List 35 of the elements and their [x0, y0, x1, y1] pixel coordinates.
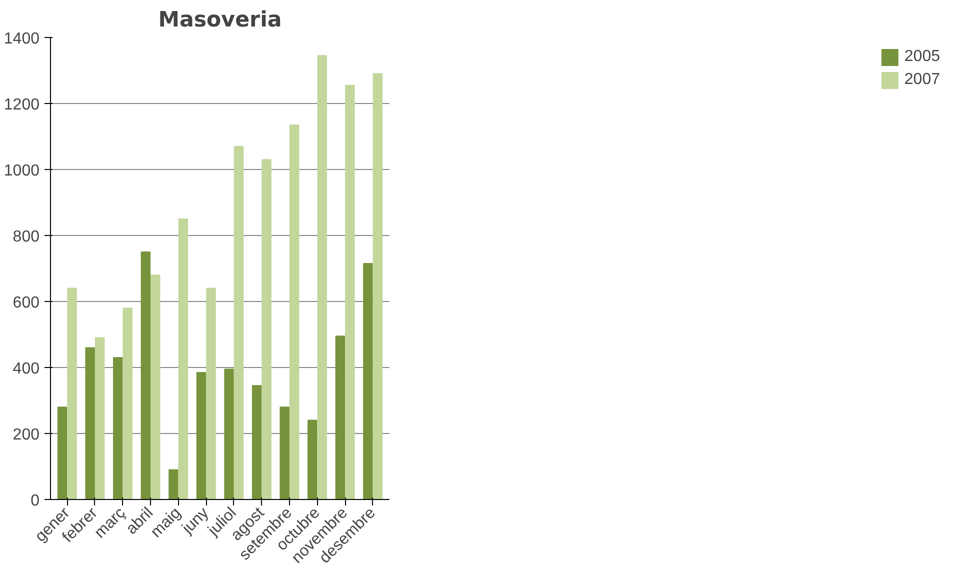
bar [196, 372, 206, 500]
bar [308, 420, 318, 500]
bar [252, 385, 262, 500]
y-tick-label: 400 [12, 360, 40, 378]
bar [372, 73, 383, 500]
bar [178, 218, 188, 500]
bar [345, 84, 355, 500]
y-tick-label: 1400 [4, 30, 40, 48]
bar [234, 146, 244, 500]
bar [280, 406, 290, 500]
chart-title: Masoveria [158, 8, 282, 32]
bar [206, 288, 216, 500]
y-tick-label: 0 [30, 492, 40, 510]
bar [317, 55, 327, 500]
bar [168, 469, 178, 500]
bar [94, 337, 105, 500]
bar [150, 274, 160, 500]
bar [67, 288, 77, 500]
bar [363, 263, 373, 500]
y-tick-label: 600 [12, 294, 40, 312]
y-tick-label: 800 [12, 228, 40, 246]
y-tick-label: 1200 [4, 96, 40, 114]
bar [113, 357, 123, 500]
bar [57, 406, 68, 500]
bar [122, 308, 132, 500]
y-tick-label: 200 [12, 426, 40, 444]
bar [335, 336, 346, 500]
bar [224, 368, 234, 500]
bar [140, 252, 151, 500]
bar [289, 124, 300, 500]
bar [85, 347, 95, 500]
bar [262, 159, 272, 500]
y-tick-label: 1000 [4, 162, 40, 180]
legend-label: 2005 [904, 48, 940, 66]
legend-label: 2007 [904, 71, 940, 89]
